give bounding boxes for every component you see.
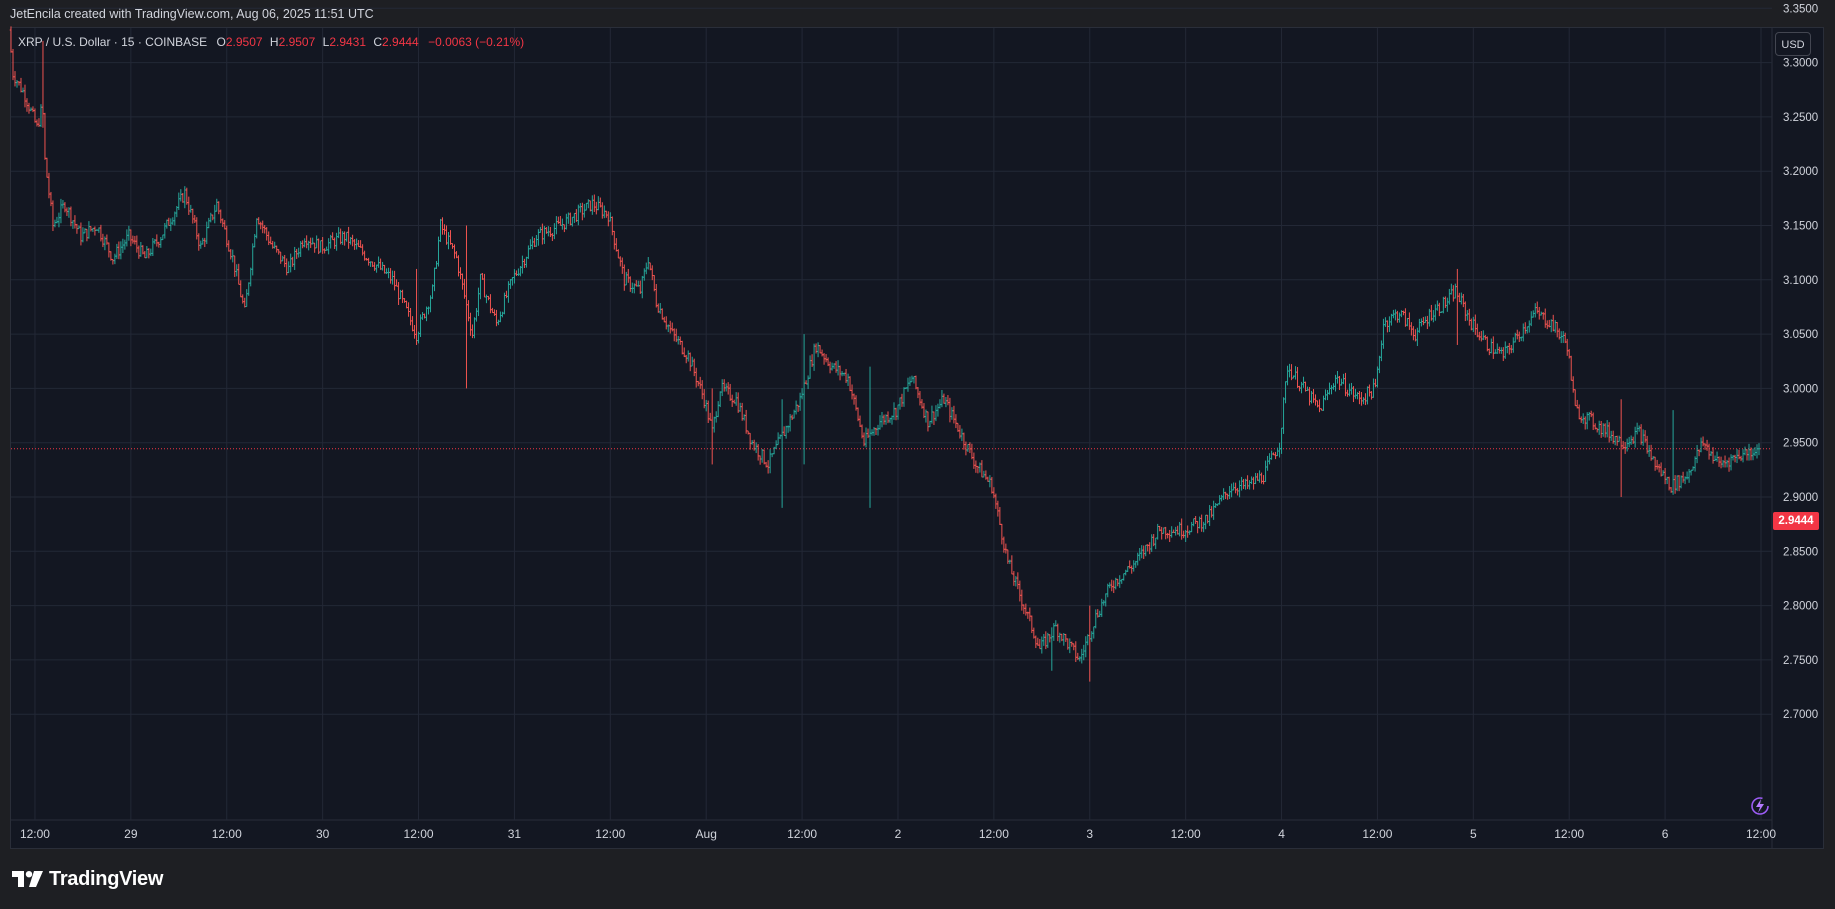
time-tick-label: 29 bbox=[124, 827, 138, 841]
symbol-legend: XRP / U.S. Dollar · 15 · COINBASE O2.950… bbox=[18, 35, 524, 49]
candle-series bbox=[9, 26, 1761, 682]
time-tick-label: 4 bbox=[1278, 827, 1285, 841]
brand-wordmark: TradingView bbox=[49, 867, 164, 890]
legend-low-label: L bbox=[322, 35, 330, 49]
currency-button[interactable]: USD bbox=[1775, 32, 1811, 56]
time-tick-label: 30 bbox=[316, 827, 330, 841]
legend-symbol: XRP / U.S. Dollar · 15 · COINBASE bbox=[18, 35, 208, 49]
price-tick-label: 2.7000 bbox=[1783, 709, 1818, 721]
price-tick-label: 2.8500 bbox=[1783, 546, 1818, 558]
price-tick-label: 2.7500 bbox=[1783, 655, 1818, 667]
time-tick-label: 12:00 bbox=[787, 827, 817, 841]
price-tick-label: 2.8000 bbox=[1783, 601, 1818, 613]
price-tick-label: 3.3500 bbox=[1783, 3, 1818, 15]
price-tick-label: 3.2000 bbox=[1783, 166, 1818, 178]
price-tick-label: 3.2500 bbox=[1783, 112, 1818, 124]
legend-open-value: 2.9507 bbox=[225, 35, 263, 49]
time-tick-label: 12:00 bbox=[1554, 827, 1584, 841]
time-tick-label: 31 bbox=[508, 827, 522, 841]
time-tick-label: 12:00 bbox=[1362, 827, 1392, 841]
price-tick-label: 2.9000 bbox=[1783, 492, 1818, 504]
time-tick-label: 12:00 bbox=[212, 827, 242, 841]
chart-grid bbox=[11, 7, 1773, 848]
tradingview-logo-icon bbox=[12, 871, 43, 887]
price-tick-label: 3.1000 bbox=[1783, 275, 1818, 287]
legend-high-value: 2.9507 bbox=[278, 35, 316, 49]
time-tick-label: 12:00 bbox=[979, 827, 1009, 841]
last-price-label: 2.9444 bbox=[1773, 512, 1819, 530]
time-axis: 12:00 29 12:00 30 12:00 31 12:00 Aug 12:00 2 12:00… bbox=[20, 827, 1776, 841]
time-tick-label: 5 bbox=[1470, 827, 1477, 841]
legend-close-value: 2.9444 bbox=[382, 35, 419, 49]
legend-low-value: 2.9431 bbox=[329, 35, 367, 49]
legend-open-label: O bbox=[216, 35, 226, 49]
time-tick-label: 3 bbox=[1086, 827, 1093, 841]
tradingview-brand[interactable]: TradingView bbox=[12, 866, 163, 892]
price-axis: 3.3500 3.3000 3.2500 3.2000 3.1500 3.1000 3.05… bbox=[1783, 3, 1818, 721]
time-tick-label: 12:00 bbox=[1746, 827, 1776, 841]
price-tick-label: 3.0500 bbox=[1783, 329, 1818, 341]
time-tick-label: 12:00 bbox=[595, 827, 625, 841]
legend-close-label: C bbox=[373, 35, 383, 49]
price-tick-label: 3.1500 bbox=[1783, 221, 1818, 233]
chart-frame[interactable] bbox=[10, 27, 1824, 849]
price-tick-label: 3.0000 bbox=[1783, 383, 1818, 395]
legend-change: −0.0063 (−0.21%) bbox=[428, 35, 525, 49]
ai-assistant-icon[interactable] bbox=[1749, 795, 1771, 817]
price-tick-label: 2.9500 bbox=[1783, 438, 1818, 450]
price-tick-label: 3.3000 bbox=[1783, 58, 1818, 70]
time-tick-label: 12:00 bbox=[404, 827, 434, 841]
credit-bar: JetEncila created with TradingView.com, … bbox=[0, 0, 1835, 28]
legend-high-label: H bbox=[269, 35, 279, 49]
credit-text: JetEncila created with TradingView.com, … bbox=[10, 7, 374, 21]
time-tick-label: 12:00 bbox=[20, 827, 50, 841]
time-tick-label: 2 bbox=[895, 827, 902, 841]
time-tick-label: 6 bbox=[1662, 827, 1669, 841]
time-tick-label: 12:00 bbox=[1171, 827, 1201, 841]
time-tick-label: Aug bbox=[696, 827, 717, 841]
